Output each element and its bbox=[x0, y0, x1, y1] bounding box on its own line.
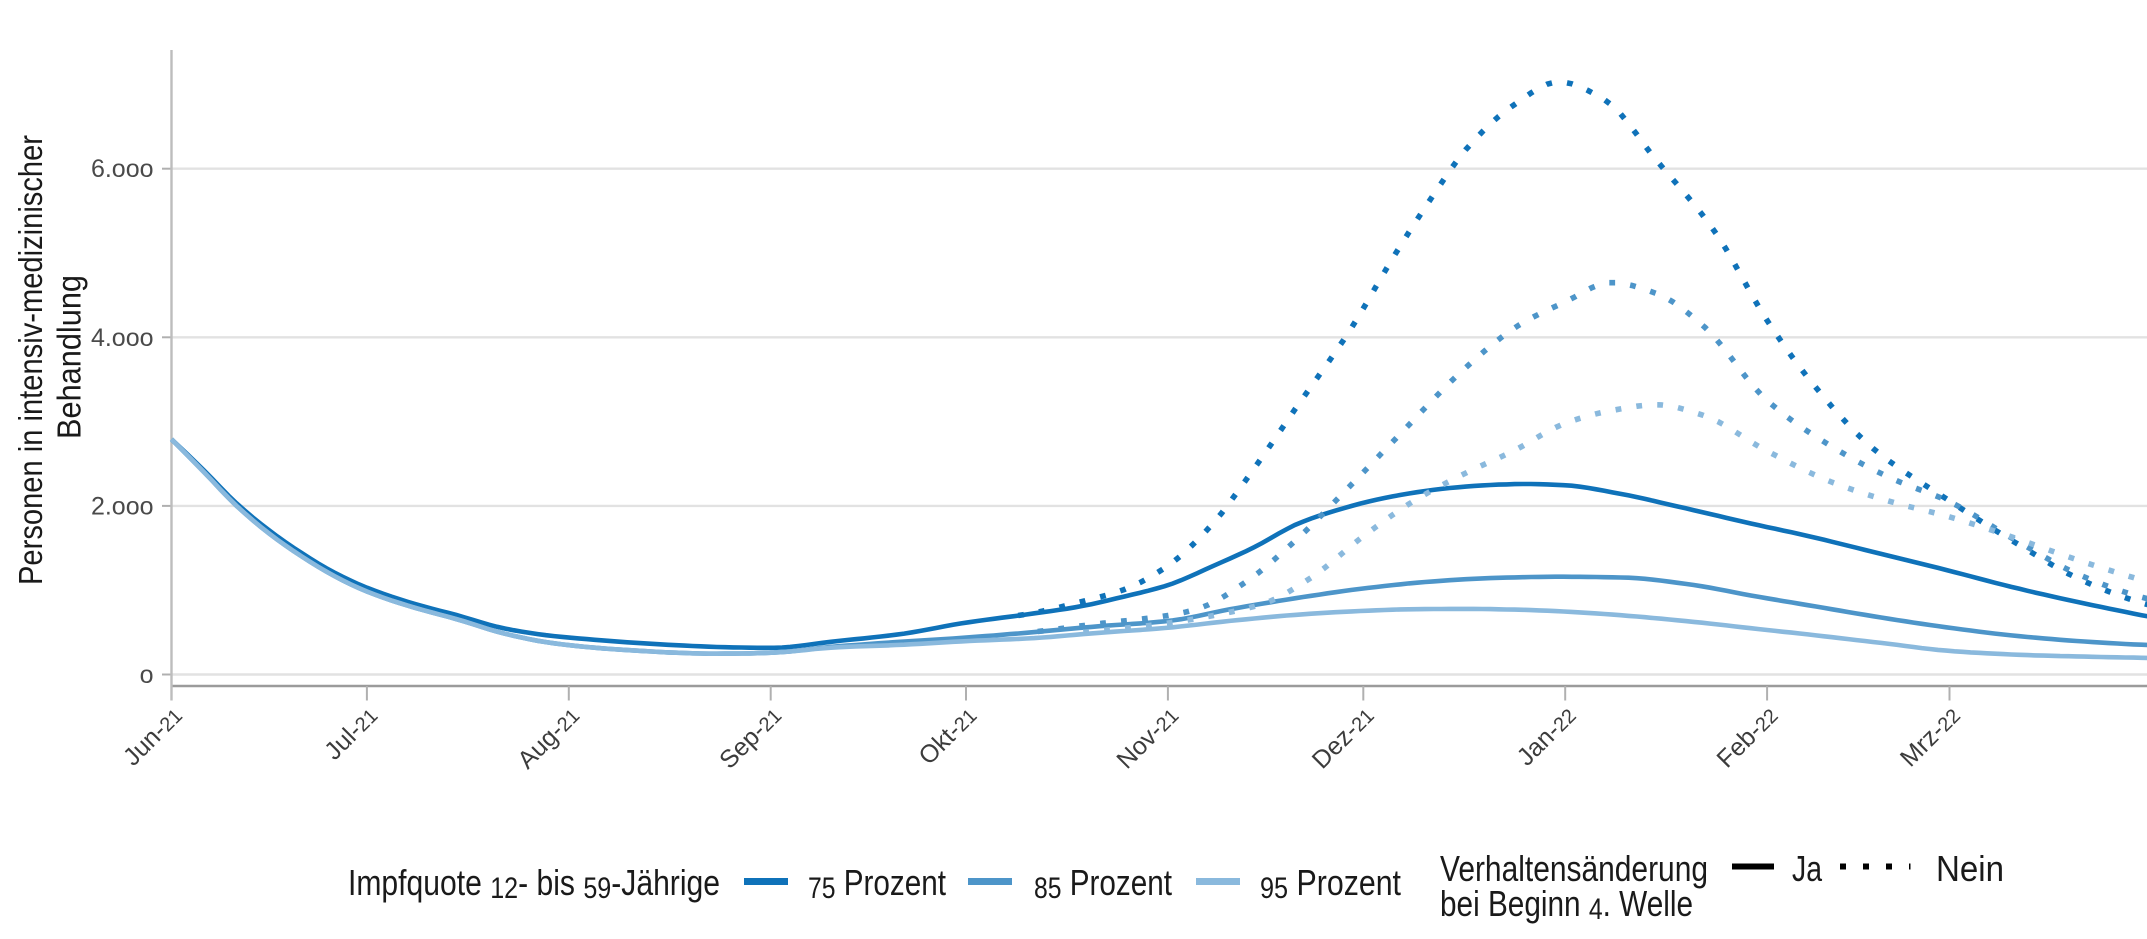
svg-text:2.ooo: 2.ooo bbox=[91, 492, 154, 520]
svg-text:Nein: Nein bbox=[1936, 848, 2004, 889]
svg-text:85 Prozent: 85 Prozent bbox=[1034, 862, 1172, 905]
svg-text:95 Prozent: 95 Prozent bbox=[1260, 862, 1401, 905]
svg-text:75 Prozent: 75 Prozent bbox=[808, 862, 946, 905]
svg-text:Behandlung: Behandlung bbox=[51, 275, 88, 439]
svg-text:Personen in intensiv-medizinis: Personen in intensiv-medizinischer bbox=[12, 135, 49, 585]
svg-text:Verhaltensänderung: Verhaltensänderung bbox=[1440, 848, 1708, 889]
svg-text:bei Beginn 4. Welle: bei Beginn 4. Welle bbox=[1440, 883, 1693, 926]
svg-text:Impfquote 12- bis 59-Jährige: Impfquote 12- bis 59-Jährige bbox=[348, 862, 720, 905]
svg-text:o: o bbox=[140, 661, 154, 689]
svg-text:6.ooo: 6.ooo bbox=[91, 155, 154, 183]
svg-text:Ja: Ja bbox=[1792, 848, 1823, 889]
svg-text:4.ooo: 4.ooo bbox=[91, 324, 154, 352]
